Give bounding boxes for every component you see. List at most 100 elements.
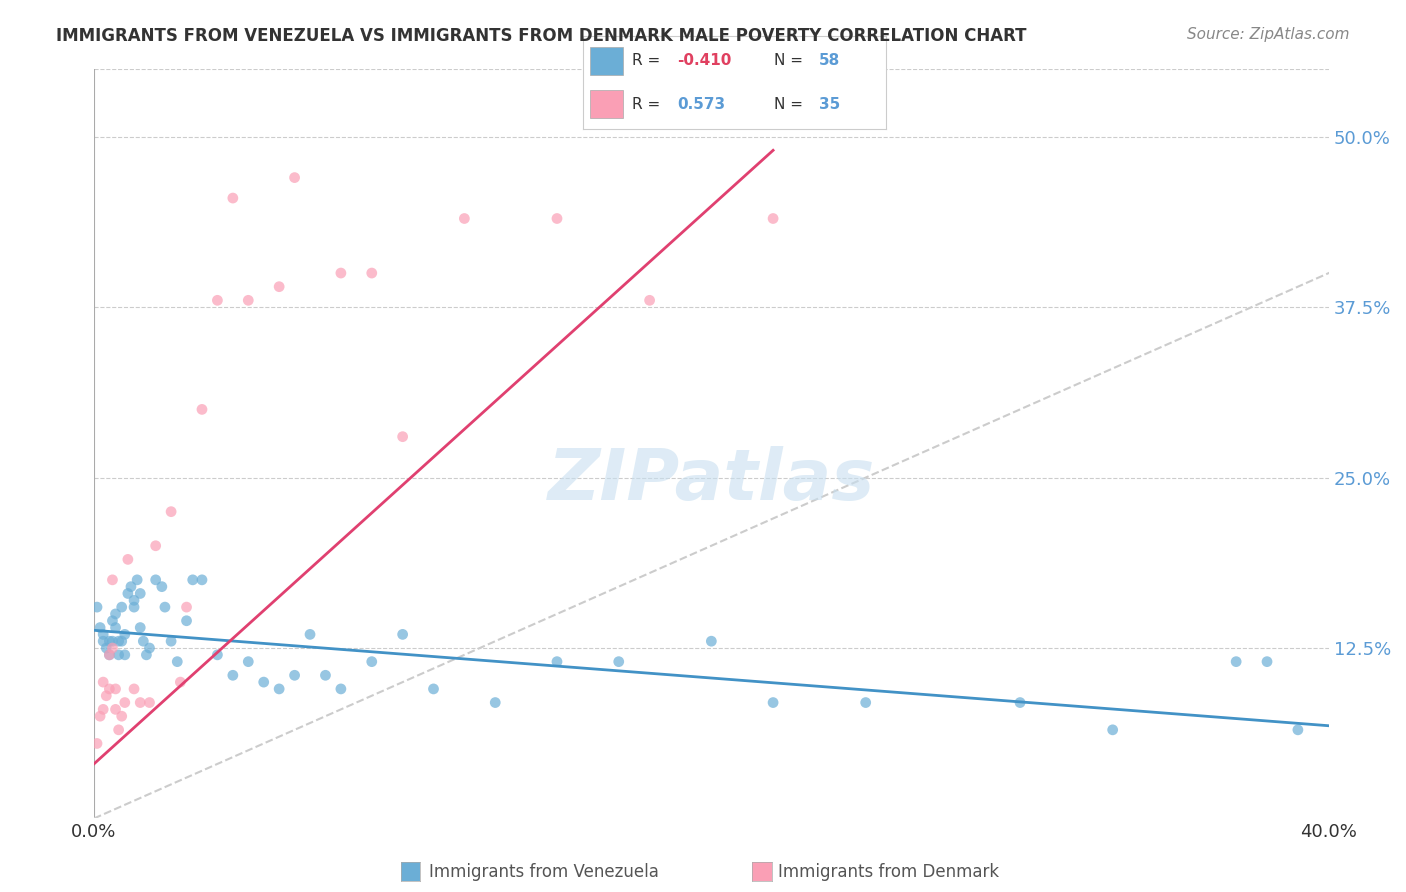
- Point: [122, 600, 145, 615]
- Point: [120, 580, 142, 594]
- Point: [160, 634, 183, 648]
- Point: [104, 702, 127, 716]
- Point: [122, 593, 145, 607]
- Point: [638, 293, 661, 308]
- Text: 0.573: 0.573: [678, 96, 725, 112]
- Point: [91, 675, 114, 690]
- Point: [145, 573, 167, 587]
- Point: [101, 640, 124, 655]
- Point: [114, 648, 136, 662]
- Point: [314, 668, 336, 682]
- Point: [191, 573, 214, 587]
- Point: [855, 696, 877, 710]
- Point: [176, 614, 198, 628]
- Point: [135, 648, 157, 662]
- Point: [111, 709, 134, 723]
- Point: [86, 736, 108, 750]
- Point: [1286, 723, 1309, 737]
- Text: IMMIGRANTS FROM VENEZUELA VS IMMIGRANTS FROM DENMARK MALE POVERTY CORRELATION CH: IMMIGRANTS FROM VENEZUELA VS IMMIGRANTS …: [56, 27, 1026, 45]
- Point: [422, 681, 444, 696]
- Point: [762, 696, 785, 710]
- Point: [253, 675, 276, 690]
- Text: R =: R =: [631, 96, 669, 112]
- Text: N =: N =: [773, 54, 808, 69]
- Point: [207, 648, 229, 662]
- Point: [104, 621, 127, 635]
- Point: [1010, 696, 1032, 710]
- Point: [484, 696, 506, 710]
- Point: [129, 586, 152, 600]
- Point: [169, 675, 191, 690]
- Point: [111, 634, 134, 648]
- Point: [107, 634, 129, 648]
- Point: [391, 430, 413, 444]
- Point: [114, 696, 136, 710]
- Text: 35: 35: [820, 96, 841, 112]
- Point: [101, 573, 124, 587]
- Point: [117, 586, 139, 600]
- Point: [114, 627, 136, 641]
- Point: [284, 170, 307, 185]
- Point: [700, 634, 723, 648]
- Point: [129, 621, 152, 635]
- Point: [107, 723, 129, 737]
- Point: [453, 211, 475, 226]
- FancyBboxPatch shape: [589, 47, 623, 75]
- Point: [91, 702, 114, 716]
- Text: Immigrants from Venezuela: Immigrants from Venezuela: [429, 863, 658, 881]
- Point: [98, 681, 121, 696]
- Point: [284, 668, 307, 682]
- Text: N =: N =: [773, 96, 808, 112]
- Point: [98, 648, 121, 662]
- Point: [546, 655, 568, 669]
- Point: [89, 709, 111, 723]
- Point: [150, 580, 173, 594]
- Point: [117, 552, 139, 566]
- Text: Immigrants from Denmark: Immigrants from Denmark: [778, 863, 998, 881]
- Point: [269, 681, 291, 696]
- Text: ZIPatlas: ZIPatlas: [548, 447, 875, 516]
- Point: [181, 573, 204, 587]
- Point: [360, 655, 382, 669]
- Point: [607, 655, 630, 669]
- FancyBboxPatch shape: [589, 90, 623, 118]
- Point: [1101, 723, 1123, 737]
- Point: [238, 655, 260, 669]
- Point: [122, 681, 145, 696]
- Point: [166, 655, 188, 669]
- Point: [138, 640, 160, 655]
- Point: [546, 211, 568, 226]
- Point: [96, 689, 118, 703]
- Point: [222, 668, 245, 682]
- Point: [176, 600, 198, 615]
- Point: [91, 627, 114, 641]
- Point: [269, 279, 291, 293]
- Point: [98, 648, 121, 662]
- Point: [138, 696, 160, 710]
- Point: [299, 627, 322, 641]
- Point: [238, 293, 260, 308]
- Text: Source: ZipAtlas.com: Source: ZipAtlas.com: [1187, 27, 1350, 42]
- Point: [360, 266, 382, 280]
- Point: [86, 600, 108, 615]
- Text: -0.410: -0.410: [678, 54, 731, 69]
- Point: [111, 600, 134, 615]
- Point: [101, 634, 124, 648]
- Point: [91, 634, 114, 648]
- Point: [104, 681, 127, 696]
- Text: R =: R =: [631, 54, 665, 69]
- Point: [101, 614, 124, 628]
- Point: [145, 539, 167, 553]
- Point: [207, 293, 229, 308]
- Point: [98, 634, 121, 648]
- Point: [329, 266, 352, 280]
- Point: [129, 696, 152, 710]
- Point: [104, 607, 127, 621]
- Point: [391, 627, 413, 641]
- Point: [1256, 655, 1278, 669]
- Point: [329, 681, 352, 696]
- Point: [96, 640, 118, 655]
- Point: [153, 600, 176, 615]
- Point: [160, 505, 183, 519]
- Point: [1225, 655, 1247, 669]
